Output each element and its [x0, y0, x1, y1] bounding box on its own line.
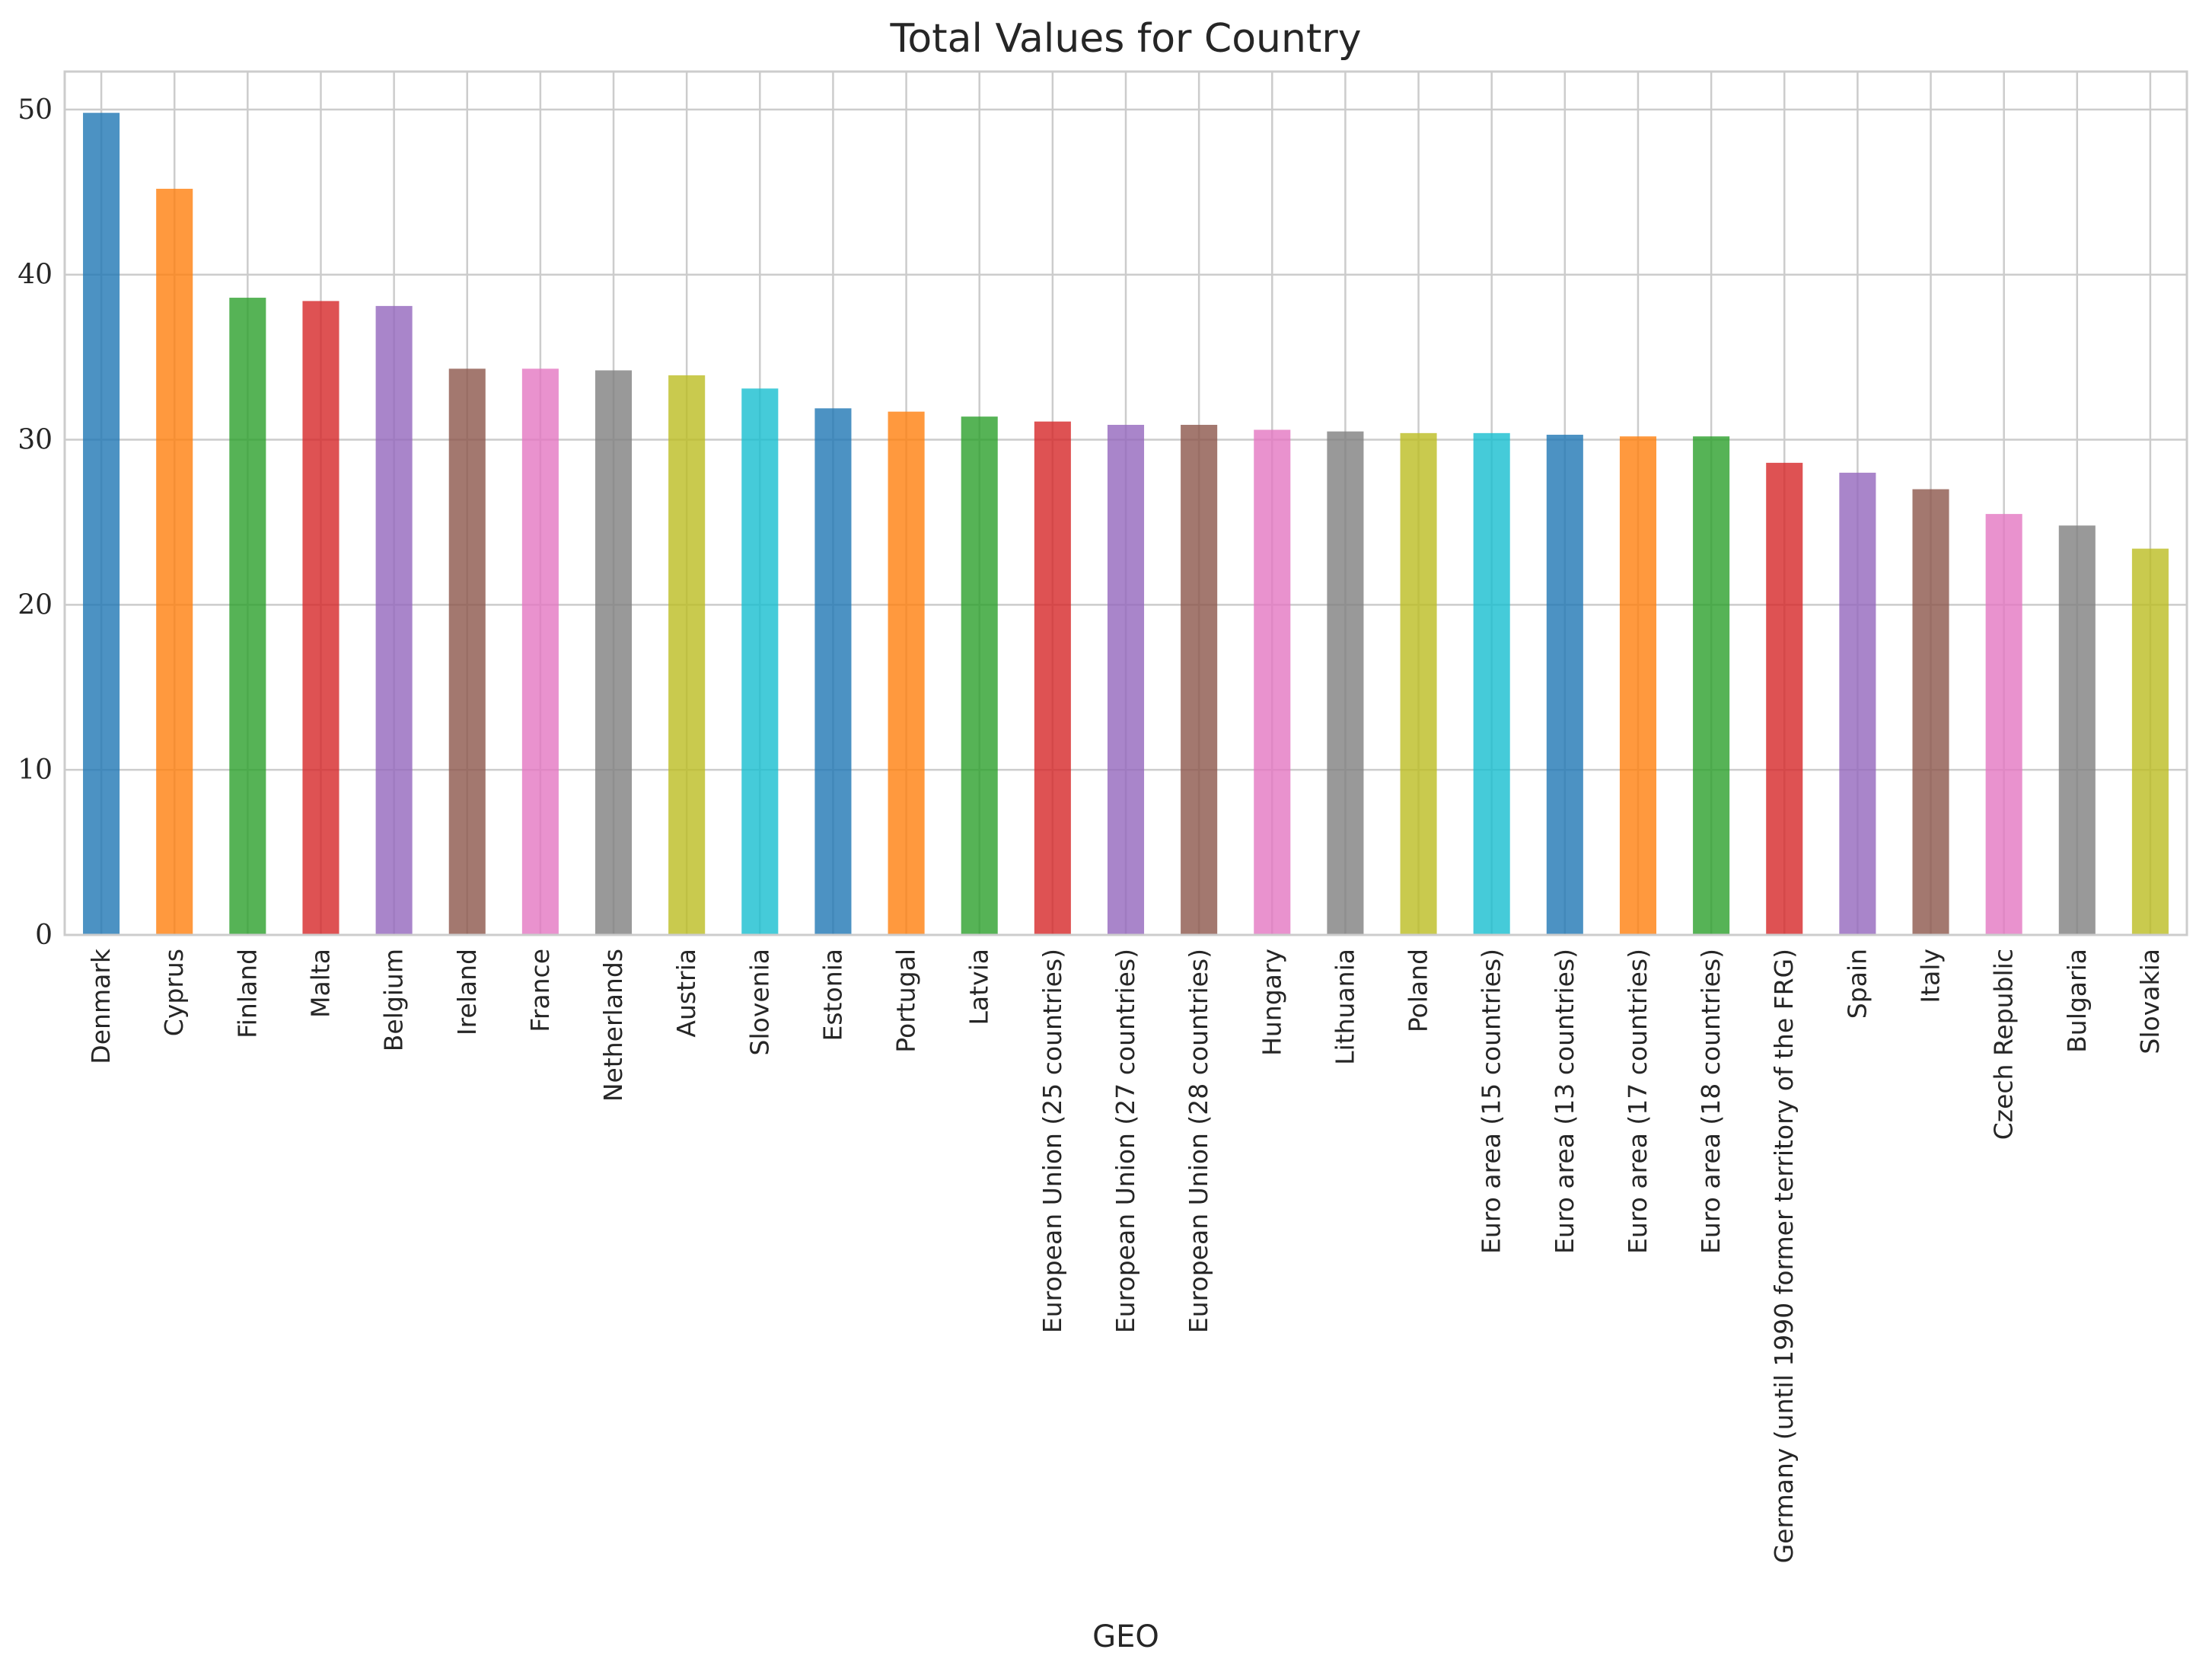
x-tick-label: Czech Republic: [1989, 949, 2019, 1140]
bar: [888, 411, 925, 935]
y-tick-label: 0: [35, 920, 53, 951]
x-tick-labels: Denmark Cyprus Finland Malta Belgium Ireland F…: [86, 948, 2165, 1563]
bar: [375, 305, 413, 935]
bar: [961, 416, 998, 935]
bar: [2058, 525, 2096, 935]
x-axis-label: GEO: [1092, 1619, 1159, 1654]
x-tick-label: Euro area (15 countries): [1477, 949, 1506, 1254]
x-tick-label: Spain: [1842, 949, 1872, 1019]
x-tick-label: Estonia: [818, 949, 847, 1041]
y-tick-labels: 0 10 20 30 40 50: [18, 94, 53, 951]
x-tick-label: Slovenia: [744, 949, 774, 1055]
bar: [1473, 432, 1510, 935]
bar: [1985, 514, 2022, 935]
bar: [814, 408, 852, 935]
x-tick-label: Belgium: [379, 949, 409, 1051]
x-tick-label: France: [525, 949, 555, 1032]
y-tick-label: 40: [18, 260, 53, 291]
bar: [1181, 425, 1218, 935]
x-tick-label: Cyprus: [159, 949, 189, 1036]
x-tick-label: Euro area (17 countries): [1623, 949, 1653, 1254]
bar: [1546, 435, 1583, 935]
bar: [229, 298, 266, 935]
bar: [1107, 425, 1145, 935]
bar: [1254, 429, 1291, 935]
y-tick-label: 50: [18, 94, 53, 126]
bar: [1034, 421, 1071, 935]
x-tick-label: Euro area (18 countries): [1696, 949, 1726, 1254]
y-tick-label: 30: [18, 425, 53, 456]
bar: [1766, 462, 1803, 935]
bar: [1400, 432, 1437, 935]
bar: [2131, 548, 2169, 935]
bar: [1327, 431, 1364, 935]
x-tick-label: Poland: [1404, 949, 1433, 1032]
x-tick-label: Latvia: [964, 949, 994, 1025]
bar: [1912, 489, 1949, 935]
bar: [448, 368, 486, 935]
bar: [668, 375, 706, 935]
y-tick-label: 10: [18, 754, 53, 786]
x-tick-label: Netherlands: [598, 949, 628, 1102]
y-tick-label: 20: [18, 589, 53, 620]
x-tick-label: European Union (28 countries): [1184, 949, 1213, 1333]
x-tick-label: European Union (27 countries): [1111, 949, 1140, 1333]
bar: [302, 301, 339, 935]
chart-title: Total Values for Country: [890, 16, 1362, 62]
x-tick-label: Austria: [671, 949, 701, 1038]
plot-frame: [63, 70, 2188, 936]
x-tick-label: Denmark: [86, 948, 116, 1064]
x-tick-label: Ireland: [452, 949, 482, 1035]
x-tick-label: European Union (25 countries): [1037, 949, 1067, 1333]
x-tick-label: Finland: [232, 949, 262, 1038]
x-tick-label: Euro area (13 countries): [1550, 949, 1579, 1254]
x-tick-label: Malta: [305, 949, 335, 1018]
x-tick-label: Slovakia: [2135, 949, 2165, 1054]
bar: [741, 388, 779, 936]
x-tick-label: Portugal: [891, 949, 921, 1053]
bars: [83, 113, 2169, 936]
x-tick-label: Hungary: [1257, 949, 1286, 1056]
bar: [1693, 436, 1730, 935]
x-tick-label: Lithuania: [1330, 949, 1359, 1065]
bar: [595, 370, 633, 935]
bar: [521, 368, 559, 935]
x-tick-label: Bulgaria: [2062, 949, 2092, 1053]
bar: [156, 188, 193, 935]
bar: [83, 113, 120, 935]
x-tick-label: Germany (until 1990 former territory of …: [1769, 949, 1799, 1563]
bar: [1619, 436, 1656, 935]
x-tick-label: Italy: [1916, 949, 1946, 1003]
bar: [1839, 472, 1876, 935]
